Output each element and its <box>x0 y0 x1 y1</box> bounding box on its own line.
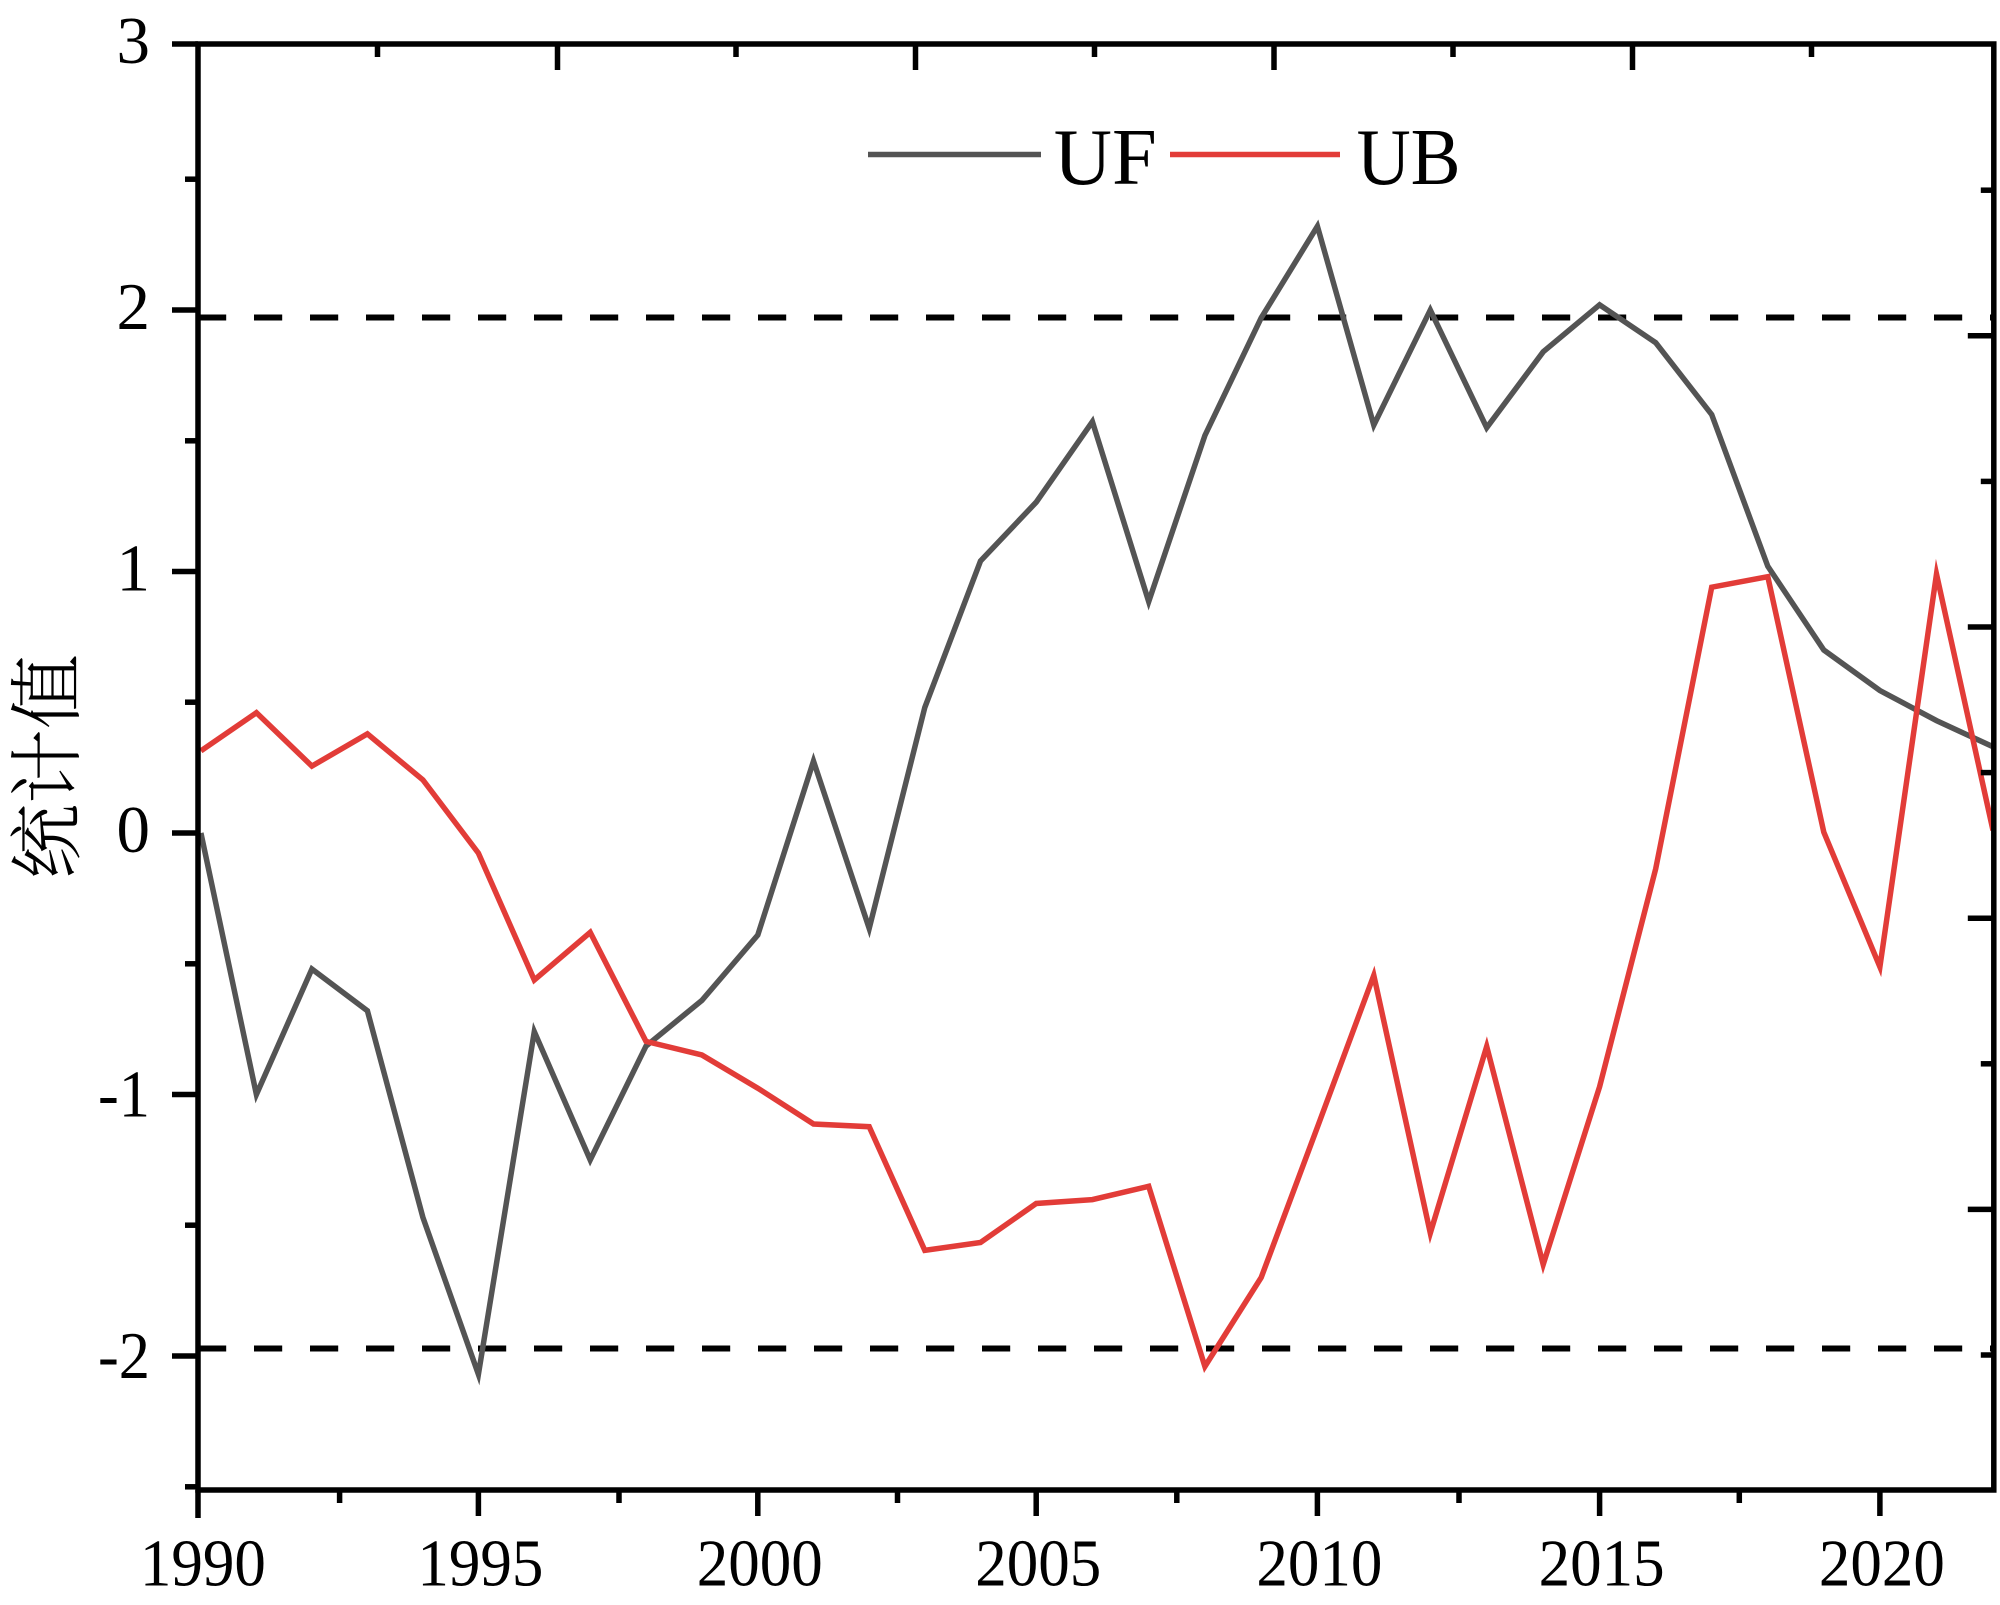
svg-text:UB: UB <box>1357 112 1461 202</box>
svg-text:-1: -1 <box>98 1058 150 1132</box>
svg-text:2010: 2010 <box>1256 1527 1382 1601</box>
svg-text:1: 1 <box>117 532 151 606</box>
svg-text:1990: 1990 <box>140 1527 266 1601</box>
svg-text:2015: 2015 <box>1539 1527 1665 1601</box>
svg-text:0: 0 <box>117 793 151 867</box>
svg-text:2005: 2005 <box>975 1527 1101 1601</box>
svg-text:3: 3 <box>117 4 151 78</box>
svg-text:2020: 2020 <box>1819 1527 1945 1601</box>
svg-text:-2: -2 <box>98 1319 150 1393</box>
svg-text:UF: UF <box>1054 112 1157 202</box>
svg-text:2: 2 <box>117 270 151 344</box>
svg-text:2000: 2000 <box>697 1527 823 1601</box>
svg-text:1995: 1995 <box>417 1527 543 1601</box>
